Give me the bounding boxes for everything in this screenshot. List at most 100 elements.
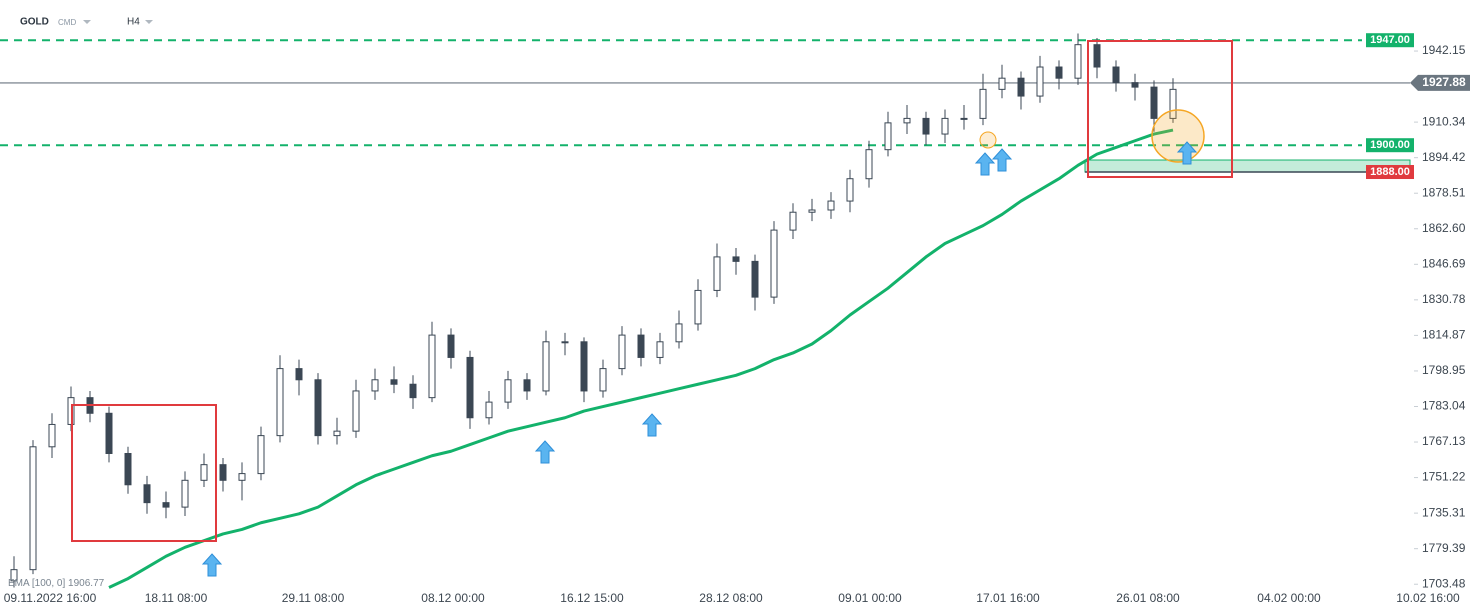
y-tick-label: 1798.95: [1422, 363, 1466, 377]
interval[interactable]: H4: [127, 17, 140, 28]
candle-body: [922, 117, 930, 135]
price-tag-label: 1927.88: [1422, 75, 1466, 89]
candle-body: [675, 323, 683, 343]
candle-body: [637, 334, 645, 358]
y-tick-label: 1735.31: [1422, 505, 1466, 519]
level-tag-label: 1947.00: [1370, 34, 1410, 46]
arrow-icon: [975, 152, 995, 176]
candle-body: [143, 484, 151, 504]
candle-body: [1150, 86, 1158, 119]
candle-body: [941, 117, 949, 135]
candle-body: [466, 356, 474, 419]
candle-body: [1055, 66, 1063, 79]
x-tick-label: 10.02 16:00: [1396, 591, 1460, 605]
y-tick-label: 1830.78: [1422, 292, 1466, 306]
candle-body: [1169, 88, 1177, 119]
y-tick-label: 1894.42: [1422, 150, 1466, 164]
y-tick-label: 1779.39: [1422, 541, 1466, 555]
candle-body: [1093, 44, 1101, 68]
y-tick-label: 1783.04: [1422, 399, 1466, 413]
candle-body: [751, 260, 759, 298]
candle-body: [200, 464, 208, 481]
ema-line: [108, 128, 1174, 589]
arrow-icon: [535, 440, 555, 464]
y-tick-label: 1814.87: [1422, 328, 1466, 342]
dropdown-icon[interactable]: [145, 20, 153, 24]
arrow-icon: [202, 553, 222, 577]
candle-body: [428, 334, 436, 399]
y-tick-label: 1767.13: [1422, 434, 1466, 448]
candle-body: [409, 383, 417, 399]
candle-body: [1131, 82, 1139, 88]
x-tick-label: 08.12 00:00: [421, 591, 485, 605]
indicator-name: EMA [100, 0]: [8, 578, 65, 589]
symbol[interactable]: GOLD: [20, 17, 49, 28]
price-tag: [1410, 74, 1470, 91]
annotation-circle: [979, 131, 997, 149]
candle-body: [162, 502, 170, 508]
candle-body: [694, 289, 702, 325]
candle-body: [48, 423, 56, 448]
x-tick-label: 29.11 08:00: [282, 591, 345, 605]
x-tick-label: 09.11.2022 16:00: [4, 591, 97, 605]
candle-body: [865, 149, 873, 180]
x-tick-label: 16.12 15:00: [560, 591, 624, 605]
y-tick-label: 1910.34: [1422, 114, 1466, 128]
levels: 1947.00 1927.88 1900.00 1888.00: [0, 33, 1470, 180]
level-tag: [1366, 165, 1414, 180]
candle-body: [105, 412, 113, 454]
y-tick-label: 1878.51: [1422, 185, 1466, 199]
candle-body: [390, 379, 398, 385]
y-tick-label: 1751.22: [1422, 470, 1466, 484]
candle-body: [884, 122, 892, 151]
candle-body: [542, 341, 550, 392]
candle-body: [580, 341, 588, 392]
indicator-legend: EMA [100, 0] 1906.77: [8, 578, 105, 589]
candle-body: [808, 209, 816, 213]
candle-body: [371, 379, 379, 392]
level-tag-label: 1888.00: [1370, 166, 1410, 178]
candle-body: [10, 569, 18, 582]
x-tick-label: 17.01 16:00: [976, 591, 1040, 605]
x-tick-label: 09.01 00:00: [838, 591, 902, 605]
candle-body: [789, 211, 797, 231]
candle-body: [276, 368, 284, 437]
x-tick-label: 04.02 00:00: [1257, 591, 1321, 605]
candle-body: [1036, 66, 1044, 97]
arrow-icon: [992, 148, 1012, 172]
candle-body: [523, 379, 531, 392]
candle-body: [485, 401, 493, 419]
candle-body: [998, 77, 1006, 90]
candle-body: [295, 368, 303, 381]
dropdown-icon[interactable]: [83, 20, 91, 24]
annotation-box: [71, 404, 217, 542]
candle-body: [1017, 77, 1025, 97]
annotation-circle: [1151, 109, 1205, 163]
candle-body: [219, 464, 227, 481]
candle-body: [732, 256, 740, 262]
candle-body: [1112, 66, 1120, 84]
level-tag-label: 1900.00: [1370, 139, 1410, 151]
y-tick-label: 1942.15: [1422, 43, 1466, 57]
candle-body: [561, 341, 569, 344]
candle-body: [124, 452, 132, 486]
candles: [10, 33, 1177, 589]
candle-body: [333, 430, 341, 437]
candle-body: [846, 178, 854, 202]
level-tag: [1366, 33, 1414, 48]
y-tick-label: 1862.60: [1422, 221, 1466, 235]
level-zone: [1084, 159, 1411, 173]
annotation-box: [1087, 40, 1233, 178]
candle-body: [960, 117, 968, 120]
arrow-icon: [642, 413, 662, 437]
y-tick-label: 1703.48: [1422, 576, 1466, 590]
indicator-value: 1906.77: [68, 578, 105, 589]
y-tick-label: 1846.69: [1422, 256, 1466, 270]
candle-body: [1074, 44, 1082, 79]
x-tick-label: 28.12 08:00: [699, 591, 763, 605]
candle-body: [181, 479, 189, 508]
candle-body: [656, 341, 664, 358]
candle-body: [314, 379, 322, 437]
candle-body: [352, 390, 360, 432]
